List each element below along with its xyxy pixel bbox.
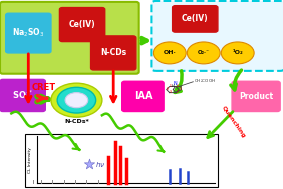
Text: O₂·⁻: O₂·⁻	[198, 50, 210, 55]
Text: N: N	[173, 81, 177, 86]
Circle shape	[57, 87, 96, 113]
FancyBboxPatch shape	[59, 8, 105, 42]
FancyBboxPatch shape	[173, 6, 218, 32]
Circle shape	[65, 93, 88, 108]
Text: N-CDs*: N-CDs*	[64, 119, 89, 124]
Text: Product: Product	[239, 92, 273, 101]
Point	[87, 163, 91, 166]
FancyBboxPatch shape	[25, 134, 218, 187]
Text: IAA: IAA	[134, 91, 152, 101]
Text: h$\nu$: h$\nu$	[95, 160, 105, 169]
Circle shape	[221, 42, 254, 64]
FancyBboxPatch shape	[122, 81, 164, 112]
Text: H: H	[171, 84, 174, 88]
Text: 8: 8	[167, 87, 169, 91]
Text: 5: 5	[170, 84, 172, 88]
Text: 2: 2	[177, 90, 178, 94]
FancyBboxPatch shape	[6, 13, 51, 53]
Text: CL Intensity: CL Intensity	[28, 147, 32, 173]
Text: 3: 3	[180, 87, 181, 91]
FancyBboxPatch shape	[0, 79, 45, 112]
Text: SO$_2^{·*}$: SO$_2^{·*}$	[12, 88, 33, 103]
Text: N-CDs: N-CDs	[100, 48, 126, 57]
Text: CRET: CRET	[32, 83, 56, 92]
Text: ¹O₂: ¹O₂	[232, 50, 243, 55]
FancyBboxPatch shape	[151, 1, 283, 71]
Circle shape	[153, 42, 186, 64]
Text: Na$_2$SO$_3$: Na$_2$SO$_3$	[12, 27, 44, 39]
Text: OH·: OH·	[163, 50, 176, 55]
Text: CH$_2$COOH: CH$_2$COOH	[194, 77, 216, 85]
Text: Ce(IV): Ce(IV)	[182, 14, 209, 23]
Text: Quenching: Quenching	[221, 105, 246, 139]
FancyBboxPatch shape	[91, 36, 136, 70]
Text: 4: 4	[177, 84, 178, 88]
FancyBboxPatch shape	[0, 2, 139, 74]
Circle shape	[187, 42, 220, 64]
Text: 9: 9	[170, 90, 172, 94]
FancyBboxPatch shape	[232, 81, 280, 112]
Circle shape	[51, 83, 102, 117]
Text: Ce(IV): Ce(IV)	[69, 20, 95, 29]
